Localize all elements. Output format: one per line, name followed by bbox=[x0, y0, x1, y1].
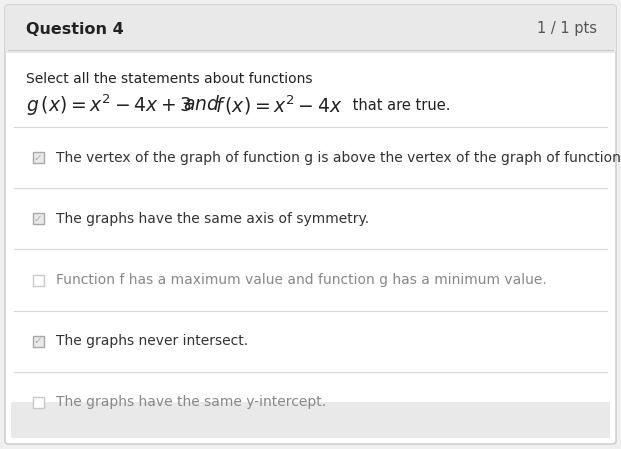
Bar bbox=[32, 397, 43, 408]
Text: 1 / 1 pts: 1 / 1 pts bbox=[537, 22, 597, 36]
Text: ✓: ✓ bbox=[34, 336, 42, 346]
Text: Select all the statements about functions: Select all the statements about function… bbox=[26, 72, 312, 86]
Bar bbox=[32, 274, 43, 286]
FancyBboxPatch shape bbox=[5, 5, 616, 444]
FancyBboxPatch shape bbox=[5, 5, 616, 53]
Text: The graphs have the same y-intercept.: The graphs have the same y-intercept. bbox=[56, 396, 326, 409]
Text: $g\,(x) = x^2 - 4x + 3$: $g\,(x) = x^2 - 4x + 3$ bbox=[26, 92, 192, 118]
Text: $f\,(x) = x^2 - 4x$: $f\,(x) = x^2 - 4x$ bbox=[215, 93, 342, 117]
Text: The vertex of the graph of function g is above the vertex of the graph of functi: The vertex of the graph of function g is… bbox=[56, 150, 621, 165]
Text: The graphs never intersect.: The graphs never intersect. bbox=[56, 334, 248, 348]
Bar bbox=[11, 402, 610, 438]
Bar bbox=[32, 152, 43, 163]
Text: The graphs have the same axis of symmetry.: The graphs have the same axis of symmetr… bbox=[56, 212, 369, 226]
Bar bbox=[32, 336, 43, 347]
Text: Function f has a maximum value and function g has a minimum value.: Function f has a maximum value and funct… bbox=[56, 273, 546, 287]
Text: ✓: ✓ bbox=[34, 214, 42, 224]
Text: Question 4: Question 4 bbox=[26, 22, 124, 36]
Text: that are true.: that are true. bbox=[348, 97, 450, 113]
Bar bbox=[32, 213, 43, 224]
Text: $\mathit{and}$: $\mathit{and}$ bbox=[183, 96, 220, 114]
Text: ✓: ✓ bbox=[34, 153, 42, 163]
